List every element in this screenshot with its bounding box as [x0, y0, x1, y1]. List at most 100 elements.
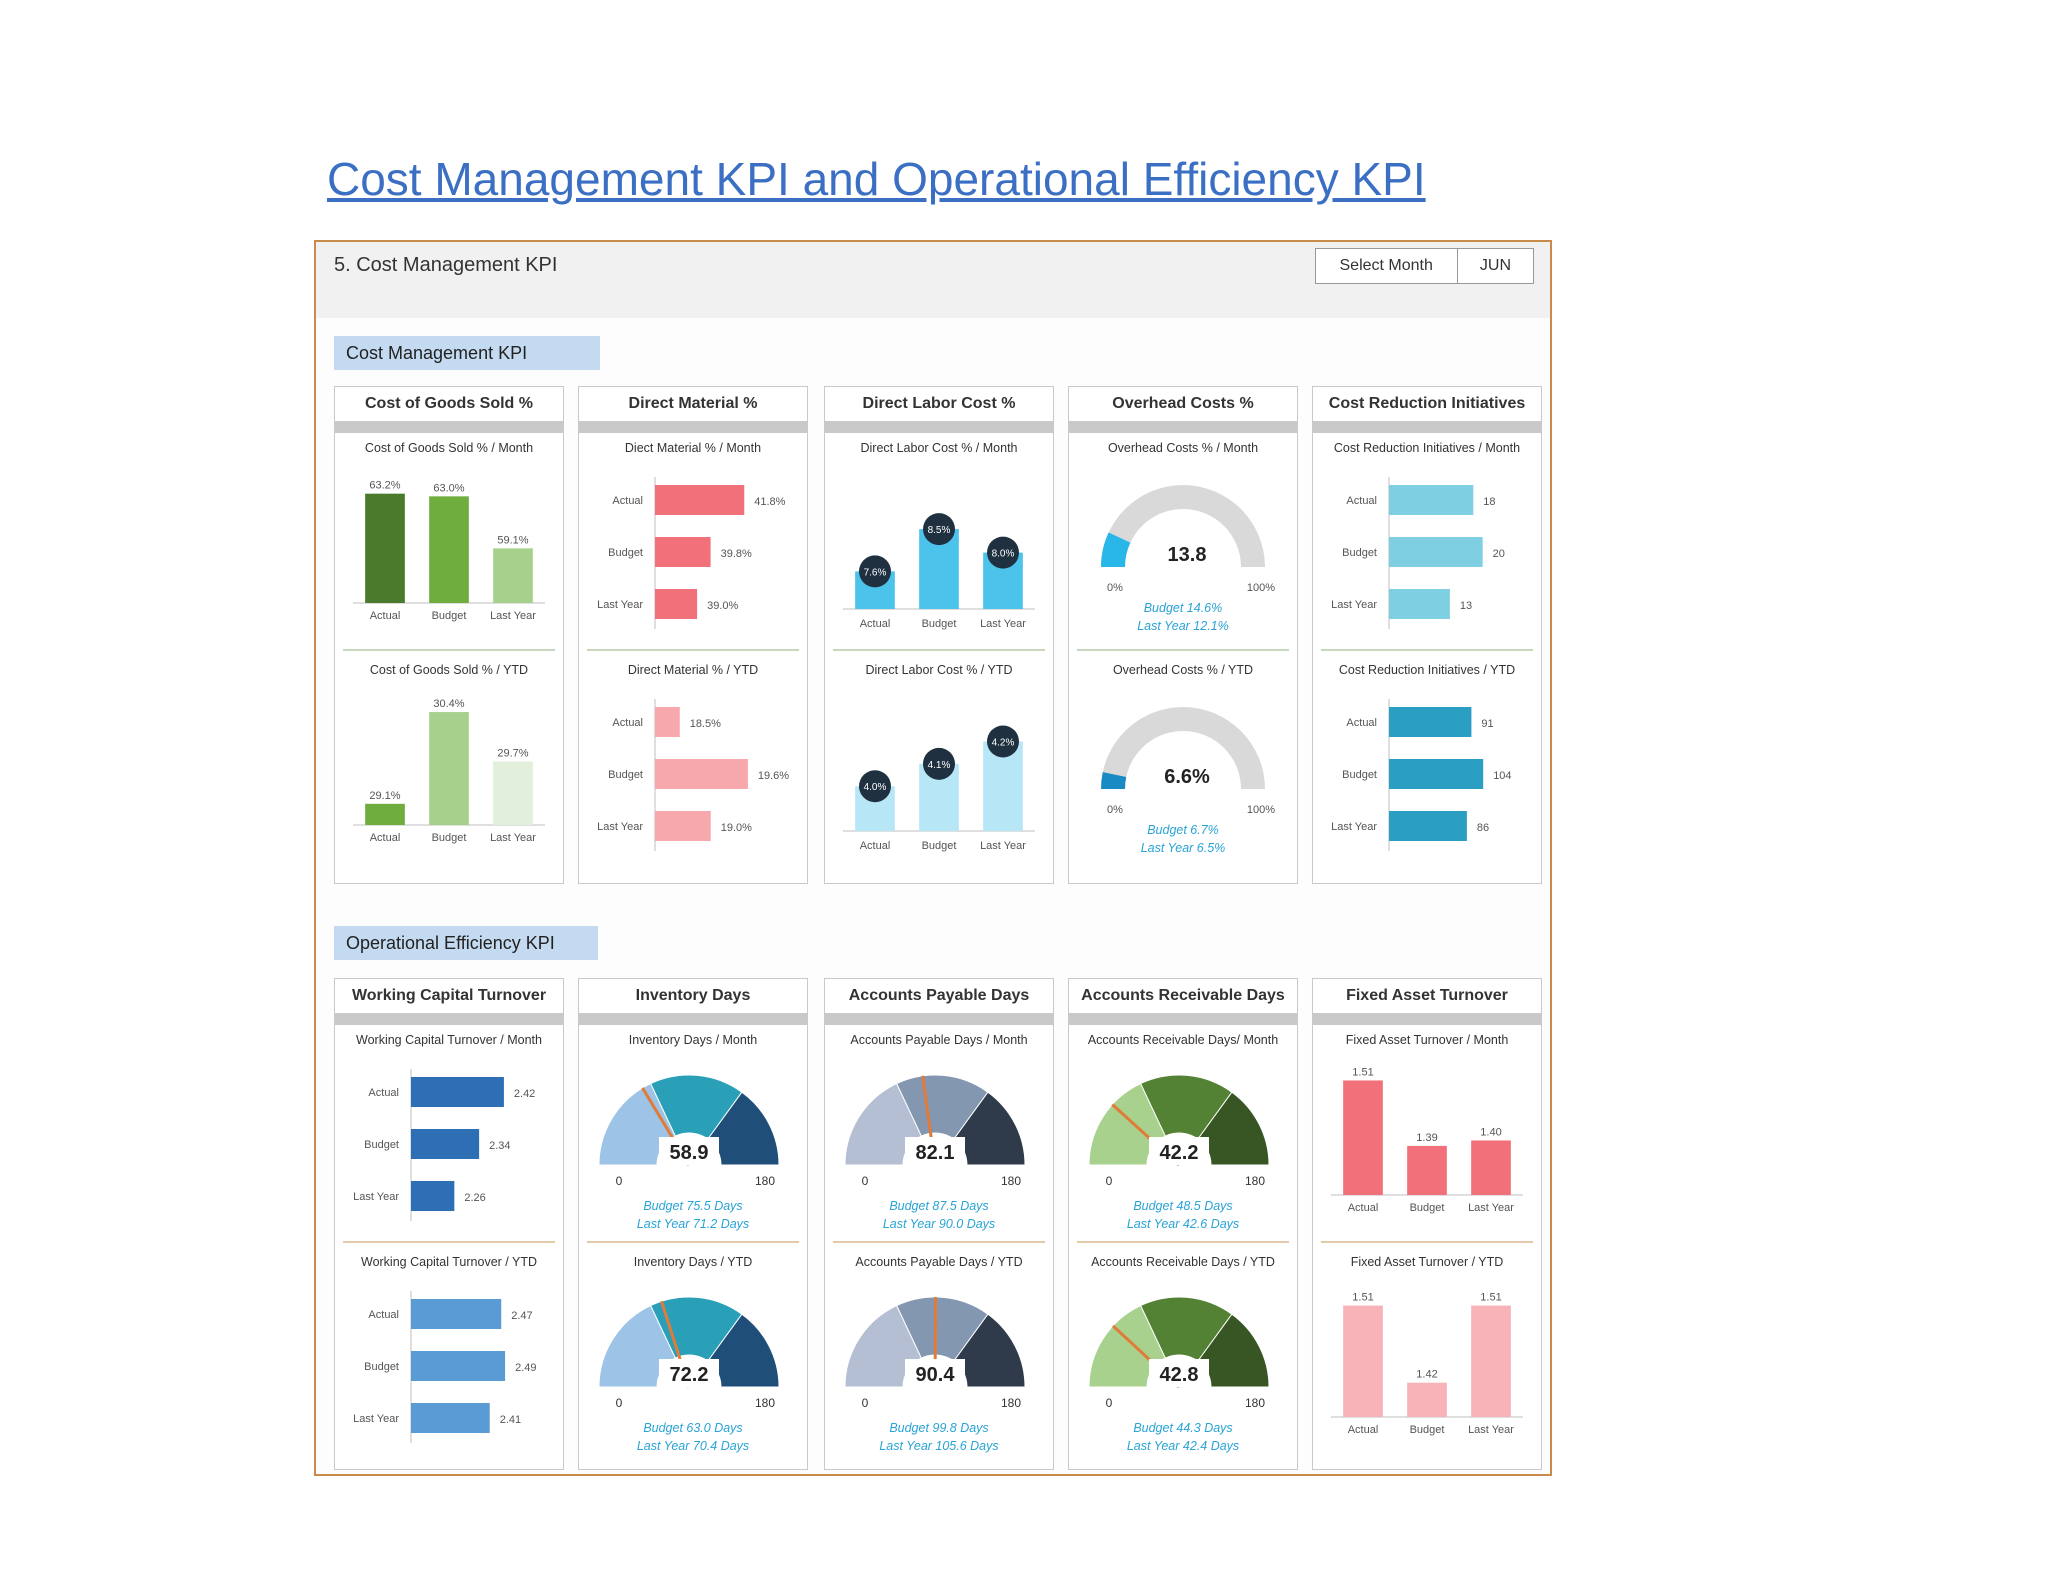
- kpi-panel: Direct Material % Diect Material % / Mont…: [578, 386, 808, 884]
- bar: [1407, 1145, 1447, 1195]
- panel-header-bar: [579, 421, 807, 433]
- bar: [1471, 1140, 1511, 1195]
- panel-title: Accounts Receivable Days: [1081, 987, 1285, 1004]
- chart-svg: 58.9 0 180: [598, 1074, 780, 1188]
- data-label: 8.0%: [992, 549, 1015, 560]
- tick-label: Budget: [364, 1361, 399, 1373]
- tick-label: Actual: [860, 618, 891, 630]
- tick-label: Actual: [1348, 1202, 1379, 1214]
- gauge-value: 72.2: [670, 1364, 709, 1386]
- bar: [1407, 1382, 1447, 1417]
- ytd-chart: Working Capital Turnover / YTD 2.47 Actual…: [335, 1247, 563, 1463]
- tick-label: Budget: [608, 769, 643, 781]
- month-value[interactable]: JUN: [1456, 249, 1533, 283]
- gauge-min-label: 0: [616, 1396, 623, 1410]
- bar: [493, 548, 533, 603]
- gauge-max-label: 180: [1245, 1396, 1265, 1410]
- tick-label: Last Year: [1331, 599, 1377, 611]
- chart-title: Inventory Days / Month: [628, 1033, 758, 1047]
- gauge-value: 13.8: [1168, 544, 1207, 566]
- data-label: 2.47: [511, 1310, 532, 1322]
- section-ops-label: Operational Efficiency KPI: [334, 926, 598, 960]
- chart-svg: 18 Actual 20 Budget 13 Last Year: [1331, 477, 1505, 629]
- gauge-max-label: 180: [1245, 1174, 1265, 1188]
- month-chart: Fixed Asset Turnover / Month 1.51 Actual 1.…: [1313, 1025, 1541, 1241]
- dashboard-frame: 5. Cost Management KPI Select Month JUN …: [314, 240, 1552, 1476]
- month-chart: Accounts Payable Days / Month 82.1 0 180 Bud…: [825, 1025, 1053, 1241]
- gauge-max-label: 100%: [1247, 582, 1275, 594]
- chart-svg: 1.51 Actual 1.42 Budget 1.51 Last Year: [1331, 1292, 1523, 1436]
- budget-note: Budget 99.8 Days: [889, 1421, 989, 1435]
- chart-divider: [343, 1241, 555, 1243]
- chart-svg: 72.2 0 180: [598, 1296, 780, 1410]
- panel-header-bar: [1069, 421, 1297, 433]
- month-chart: Inventory Days / Month 58.9 0 180 Budget 75.…: [579, 1025, 807, 1241]
- tick-label: Last Year: [1468, 1202, 1514, 1214]
- chart-divider: [1321, 1241, 1533, 1243]
- panel-header-bar: [1313, 421, 1541, 433]
- chart-title: Cost Reduction Initiatives / Month: [1333, 441, 1521, 455]
- bar: [1389, 811, 1467, 841]
- chart-svg: 7.6% Actual 8.5% Budget 8.0% Last Year: [843, 513, 1035, 630]
- value-bubble: [859, 555, 891, 588]
- bar: [655, 707, 680, 737]
- panel-title: Cost of Goods Sold %: [365, 395, 533, 412]
- bar: [1389, 759, 1484, 789]
- select-month-label: Select Month: [1339, 257, 1433, 274]
- gauge-value-bg: [659, 1359, 719, 1387]
- bar: [655, 537, 711, 567]
- bar: [411, 1299, 502, 1329]
- panel-title: Direct Labor Cost %: [862, 395, 1016, 412]
- tick-label: Budget: [1342, 769, 1377, 781]
- comparison-notes: Budget 6.7% Last Year 6.5%: [1069, 821, 1297, 857]
- budget-note: Budget 87.5 Days: [889, 1199, 989, 1213]
- chart-title: Direct Labor Cost % / YTD: [865, 663, 1013, 677]
- chart-divider: [1321, 649, 1533, 651]
- data-label: 2.26: [464, 1192, 485, 1204]
- chart-svg: 90.4 0 180: [844, 1296, 1026, 1410]
- panel-header-bar: [579, 1013, 807, 1025]
- tick-label: Last Year: [597, 599, 643, 611]
- data-label: 29.7%: [497, 747, 528, 759]
- comparison-notes: Budget 99.8 Days Last Year 105.6 Days: [825, 1419, 1053, 1455]
- bar: [411, 1129, 480, 1159]
- last-year-note: Last Year 70.4 Days: [636, 1439, 750, 1453]
- kpi-panel: Fixed Asset Turnover Fixed Asset Turnover…: [1312, 978, 1542, 1470]
- ytd-chart: Cost of Goods Sold % / YTD 29.1% Actual 30.…: [335, 655, 563, 871]
- data-label: 1.51: [1352, 1292, 1373, 1304]
- chart-divider: [1077, 649, 1289, 651]
- month-selector[interactable]: Select Month JUN: [1314, 248, 1534, 284]
- tick-label: Last Year: [353, 1413, 399, 1425]
- tick-label: Budget: [1342, 547, 1377, 559]
- bar: [411, 1077, 504, 1107]
- bar: [365, 493, 405, 603]
- gauge-value-bg: [905, 1359, 965, 1387]
- bar: [493, 761, 533, 825]
- tick-label: Last Year: [980, 618, 1026, 630]
- chart-svg: 6.6% 0% 100%: [1101, 707, 1275, 816]
- ytd-chart: Accounts Receivable Days / YTD 42.8 0 180 Bu…: [1069, 1247, 1297, 1463]
- value-bubble: [987, 725, 1019, 758]
- chart-title: Cost Reduction Initiatives / YTD: [1338, 663, 1516, 677]
- comparison-notes: Budget 87.5 Days Last Year 90.0 Days: [825, 1197, 1053, 1233]
- tick-label: Last Year: [980, 840, 1026, 852]
- gauge-max-label: 180: [755, 1174, 775, 1188]
- gauge-min-label: 0: [862, 1174, 869, 1188]
- panel-title: Inventory Days: [635, 987, 751, 1004]
- last-year-note: Last Year 105.6 Days: [879, 1439, 999, 1453]
- data-label: 8.5%: [928, 525, 951, 536]
- gauge-fill: [1101, 532, 1131, 567]
- gauge-value-bg: [659, 1137, 719, 1165]
- bar: [1471, 1305, 1511, 1417]
- chart-svg: 4.0% Actual 4.1% Budget 4.2% Last Year: [843, 725, 1035, 852]
- tick-label: Budget: [608, 547, 643, 559]
- page-title[interactable]: Cost Management KPI and Operational Effi…: [327, 153, 1426, 205]
- data-label: 1.42: [1416, 1369, 1437, 1381]
- budget-note: Budget 44.3 Days: [1133, 1421, 1233, 1435]
- tick-label: Actual: [860, 840, 891, 852]
- gauge-max-label: 180: [755, 1396, 775, 1410]
- last-year-note: Last Year 90.0 Days: [882, 1217, 996, 1231]
- chart-svg: 41.8% Actual 39.8% Budget 39.0% Last Year: [597, 477, 786, 629]
- chart-title: Fixed Asset Turnover / YTD: [1350, 1255, 1504, 1269]
- data-label: 18: [1483, 496, 1495, 508]
